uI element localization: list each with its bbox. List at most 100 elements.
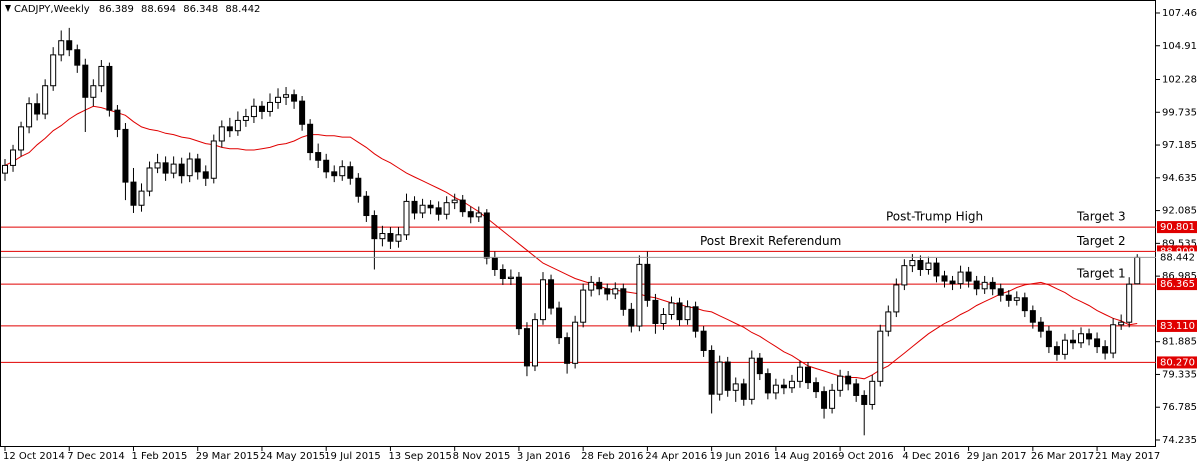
level-box <box>1157 356 1197 369</box>
y-tick-label: 86.985 <box>1162 271 1197 282</box>
chart-title: CADJPY,Weekly <box>14 4 90 15</box>
plot-frame <box>0 0 1156 447</box>
y-tick-label: 89.535 <box>1162 238 1197 249</box>
candle-body <box>796 366 803 382</box>
candle-body <box>1037 321 1044 332</box>
candle-body <box>1086 333 1093 340</box>
candle-body <box>411 200 418 214</box>
candle-body <box>788 380 795 389</box>
price-box <box>1157 251 1197 264</box>
candle-body <box>371 215 378 240</box>
x-tick-label: 29 Jan 2017 <box>967 451 1027 462</box>
candle-body <box>853 383 860 396</box>
x-tick-label: 29 Mar 2015 <box>196 451 259 462</box>
header-close: 88.442 <box>225 4 260 15</box>
candle-body <box>740 383 747 400</box>
candle-body <box>540 279 547 321</box>
y-tick-label: 74.235 <box>1162 435 1197 446</box>
candle-body <box>997 288 1004 296</box>
y-tick-label: 99.735 <box>1162 107 1197 118</box>
candle-body <box>18 126 25 151</box>
candle-body <box>266 101 273 112</box>
candle-body <box>58 40 65 56</box>
candle-body <box>957 271 964 285</box>
candle-body <box>829 389 836 409</box>
candle-body <box>748 357 755 400</box>
candle-body <box>1005 294 1012 301</box>
candle-body <box>1102 346 1109 354</box>
candle-body <box>933 262 940 277</box>
y-tick-label: 79.335 <box>1162 369 1197 380</box>
candle-body <box>275 96 282 103</box>
candle-body <box>66 40 73 51</box>
candle-body <box>1013 297 1020 301</box>
candle-body <box>1021 297 1028 312</box>
candle-body <box>941 275 948 282</box>
x-tick-label: 14 Aug 2016 <box>774 451 838 462</box>
level-target: Target 1 <box>1076 267 1126 281</box>
candle-body <box>491 257 498 271</box>
candle-body <box>628 308 635 327</box>
candle-body <box>652 299 659 324</box>
candle-body <box>459 199 466 213</box>
level-target: Target 2 <box>1076 234 1126 248</box>
candle-body <box>138 190 145 206</box>
candle-body <box>26 103 33 128</box>
level-box <box>1157 319 1197 332</box>
chart-header: CADJPY,Weekly 86.389 88.694 86.348 88.44… <box>14 4 260 15</box>
candle-body <box>291 94 298 102</box>
candle-body <box>845 375 852 385</box>
candle-body <box>74 49 81 66</box>
x-tick-label: 4 Dec 2016 <box>902 451 960 462</box>
x-tick-label: 28 Feb 2016 <box>581 451 643 462</box>
candle-body <box>307 123 314 154</box>
candle-body <box>772 384 779 394</box>
x-tick-label: 24 Apr 2016 <box>645 451 707 462</box>
candle-body <box>1069 339 1076 344</box>
candle-body <box>620 288 627 310</box>
candle-body <box>531 319 538 367</box>
candle-body <box>780 384 787 389</box>
level-label: 83.110 <box>1160 321 1195 332</box>
y-tick-label: 94.635 <box>1162 173 1197 184</box>
candle-body <box>989 281 996 290</box>
candle-body <box>644 263 651 301</box>
candle-body <box>226 126 233 132</box>
candle-body <box>363 195 370 217</box>
candle-body <box>162 162 169 174</box>
candle-body <box>1094 338 1101 348</box>
candle-body <box>234 119 241 132</box>
level-box <box>1157 278 1197 291</box>
candle-body <box>299 100 306 125</box>
candle-body <box>1029 310 1036 323</box>
candle-body <box>716 361 723 395</box>
moving-average <box>4 105 1138 380</box>
x-tick-label: 26 Mar 2017 <box>1031 451 1094 462</box>
candle-body <box>1053 346 1060 355</box>
header-icon <box>5 5 11 12</box>
candle-body <box>724 361 731 391</box>
candle-body <box>34 103 41 115</box>
x-tick-label: 12 Oct 2014 <box>3 451 65 462</box>
candle-body <box>556 307 563 339</box>
candle-body <box>42 85 49 115</box>
candle-body <box>483 212 490 259</box>
candle-body <box>764 373 771 394</box>
price-label: 88.442 <box>1160 252 1195 263</box>
candle-body <box>419 204 426 214</box>
candle-body <box>564 337 571 364</box>
candle-body <box>1061 339 1068 355</box>
y-tick-label: 107.460 <box>1162 8 1197 19</box>
level-label: 80.270 <box>1160 357 1195 368</box>
x-tick-label: 19 Jul 2015 <box>324 451 381 462</box>
x-tick-label: 19 Jun 2016 <box>710 451 770 462</box>
candle-body <box>355 177 362 197</box>
candle-body <box>821 391 828 409</box>
candle-body <box>90 85 97 98</box>
candle-body <box>949 280 956 285</box>
candle-body <box>130 181 137 206</box>
candle-body <box>427 204 434 209</box>
candle-body <box>861 394 868 405</box>
candle-body <box>258 105 265 112</box>
